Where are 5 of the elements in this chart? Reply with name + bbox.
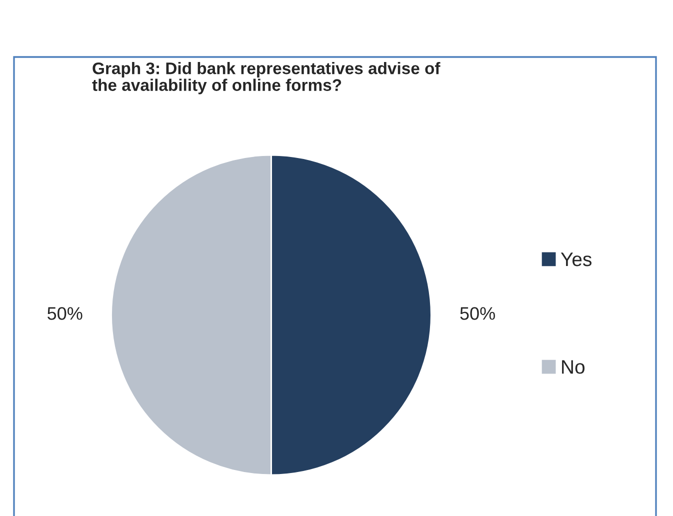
legend-label: Yes [560, 252, 592, 266]
legend-label: No [562, 360, 585, 374]
chart-title: Graph 3: Did bank representatives advise of the availability of online forms? [92, 62, 440, 94]
data-label: 50% [460, 307, 495, 320]
data-label: 50% [48, 307, 82, 320]
